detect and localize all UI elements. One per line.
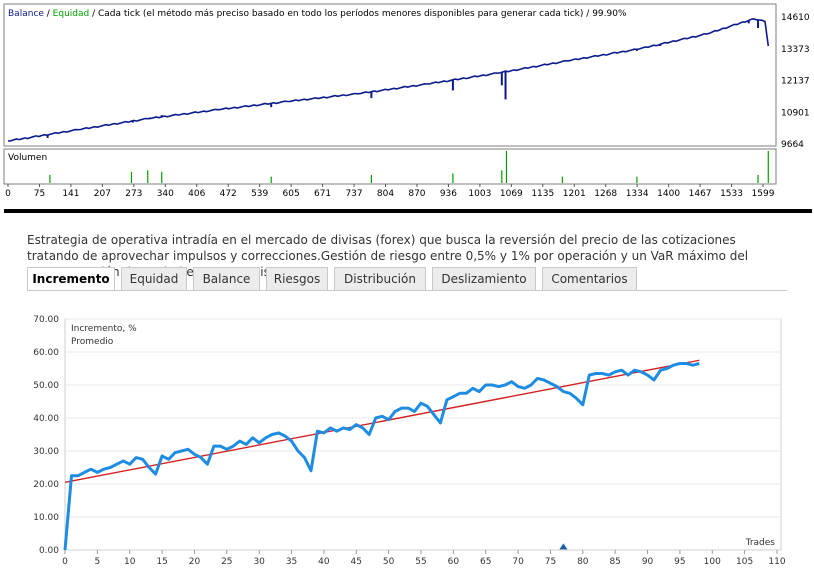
growth-x-tick-label: 60 bbox=[448, 557, 460, 567]
growth-x-tick-label: 50 bbox=[383, 557, 395, 567]
growth-x-tick-label: 30 bbox=[253, 557, 265, 567]
balance-y-tick-label: 14610 bbox=[781, 13, 810, 23]
growth-x-axis: 0 5 10 15 20 25 30 35 40 45 50 55 60 65 70 75 80 85 90 95 10… bbox=[62, 550, 786, 567]
growth-x-tick-label: 40 bbox=[318, 557, 330, 567]
bar-x-tick-label: 1533 bbox=[720, 189, 743, 199]
legend-balance: Balance bbox=[8, 9, 44, 19]
chart-tabs: Incremento Equidad Balance Riesgos Distr… bbox=[27, 267, 787, 291]
legend-quality: 99.90% bbox=[592, 9, 627, 19]
growth-x-tick-label: 75 bbox=[545, 557, 556, 567]
growth-x-axis-label: Trades bbox=[745, 538, 776, 548]
bar-x-tick-label: 936 bbox=[440, 189, 457, 199]
growth-x-tick-label: 110 bbox=[768, 557, 785, 567]
bar-x-tick-label: 340 bbox=[157, 189, 174, 199]
growth-y-axis: 0.00 10.00 20.00 30.00 40.00 50.00 60.00 70.00 bbox=[33, 315, 59, 556]
bar-x-tick-label: 1599 bbox=[752, 189, 775, 199]
growth-y-tick-label: 50.00 bbox=[33, 381, 59, 391]
bar-x-tick-label: 1003 bbox=[468, 189, 491, 199]
bar-x-axis: 0 75 141 207 273 340 406 472 539 605 671 737 804 870 9… bbox=[5, 184, 775, 199]
bar-x-tick-label: 1467 bbox=[689, 189, 712, 199]
growth-series bbox=[63, 359, 700, 551]
volume-label: Volumen bbox=[8, 153, 47, 163]
promedio-line bbox=[64, 359, 700, 484]
balance-line bbox=[7, 17, 770, 142]
bar-x-tick-label: 0 bbox=[5, 189, 11, 199]
growth-y-tick-label: 60.00 bbox=[33, 348, 59, 358]
tab-balance[interactable]: Balance bbox=[193, 267, 260, 290]
tab-distribucion[interactable]: Distribución bbox=[334, 267, 426, 290]
bar-x-tick-label: 273 bbox=[125, 189, 142, 199]
legend-model: Cada tick (el método más preciso basado … bbox=[98, 8, 583, 19]
bar-x-tick-label: 406 bbox=[188, 189, 205, 199]
growth-x-tick-label: 25 bbox=[221, 557, 232, 567]
tabs-baseline bbox=[27, 290, 787, 291]
bar-x-tick-label: 539 bbox=[251, 189, 268, 199]
balance-panel-frame bbox=[3, 3, 777, 147]
balance-y-tick-label: 10901 bbox=[781, 108, 810, 118]
growth-y-tick-label: 30.00 bbox=[33, 447, 59, 457]
growth-x-tick-label: 70 bbox=[512, 557, 524, 567]
bar-x-tick-label: 141 bbox=[62, 189, 79, 199]
growth-y-tick-label: 70.00 bbox=[33, 315, 59, 325]
legend-incremento: Incremento, % bbox=[71, 324, 137, 334]
growth-x-tick-label: 85 bbox=[609, 557, 620, 567]
growth-x-tick-label: 100 bbox=[704, 557, 721, 567]
growth-x-tick-label: 15 bbox=[156, 557, 167, 567]
bar-x-tick-label: 605 bbox=[283, 189, 300, 199]
tab-riesgos[interactable]: Riesgos bbox=[266, 267, 328, 290]
growth-x-tick-label: 20 bbox=[189, 557, 201, 567]
bar-x-tick-label: 870 bbox=[408, 189, 425, 199]
growth-x-tick-label: 65 bbox=[480, 557, 491, 567]
growth-plot-frame bbox=[64, 318, 782, 551]
growth-x-tick-label: 90 bbox=[642, 557, 654, 567]
growth-x-tick-label: 0 bbox=[62, 557, 68, 567]
growth-x-tick-label: 5 bbox=[94, 557, 100, 567]
growth-grid bbox=[65, 318, 781, 518]
growth-x-tick-label: 80 bbox=[577, 557, 589, 567]
bar-x-tick-label: 671 bbox=[314, 189, 331, 199]
tab-deslizamiento[interactable]: Deslizamiento bbox=[432, 267, 536, 290]
section-divider bbox=[4, 209, 812, 213]
trade-marker-icon bbox=[559, 543, 568, 550]
growth-y-tick-label: 40.00 bbox=[33, 414, 59, 424]
balance-series bbox=[7, 17, 770, 142]
bar-x-tick-label: 1069 bbox=[500, 189, 523, 199]
bar-x-tick-label: 207 bbox=[94, 189, 111, 199]
growth-x-tick-label: 55 bbox=[415, 557, 426, 567]
growth-chart: 0.0010.0020.0030.0040.0050.0060.0070.00 … bbox=[33, 315, 786, 567]
balance-y-tick-label: 12137 bbox=[781, 77, 810, 87]
legend-promedio: Promedio bbox=[71, 337, 114, 347]
tab-comentarios[interactable]: Comentarios bbox=[542, 267, 637, 290]
volume-series bbox=[49, 151, 769, 183]
bar-x-tick-label: 737 bbox=[345, 189, 362, 199]
bar-x-tick-label: 472 bbox=[220, 189, 237, 199]
bar-x-tick-label: 1334 bbox=[626, 189, 649, 199]
chart-legend: Balance / Equidad / Cada tick (el método… bbox=[8, 8, 627, 19]
growth-y-tick-label: 10.00 bbox=[33, 513, 59, 523]
growth-x-tick-label: 105 bbox=[736, 557, 753, 567]
bar-x-tick-label: 1201 bbox=[563, 189, 586, 199]
balance-y-tick-label: 9664 bbox=[781, 140, 804, 150]
volume-panel-frame bbox=[3, 148, 777, 185]
tab-equidad[interactable]: Equidad bbox=[121, 267, 187, 290]
balance-y-tick-label: 13373 bbox=[781, 45, 810, 55]
balance-y-axis: 14610 13373 12137 10901 9664 bbox=[781, 13, 810, 150]
strategy-tester-chart: Balance / Equidad / Cada tick (el método… bbox=[3, 3, 810, 199]
bar-x-tick-label: 1268 bbox=[594, 189, 617, 199]
growth-x-tick-label: 10 bbox=[124, 557, 136, 567]
bar-x-tick-label: 1135 bbox=[531, 189, 554, 199]
growth-y-tick-label: 20.00 bbox=[33, 480, 59, 490]
growth-x-tick-label: 95 bbox=[674, 557, 685, 567]
growth-x-tick-label: 35 bbox=[286, 557, 297, 567]
tab-incremento[interactable]: Incremento bbox=[27, 267, 115, 291]
growth-y-tick-label: 0.00 bbox=[39, 546, 59, 556]
incremento-line bbox=[63, 362, 700, 551]
legend-equity: Equidad bbox=[53, 9, 90, 19]
bar-x-tick-label: 804 bbox=[377, 189, 394, 199]
growth-x-tick-label: 45 bbox=[351, 557, 362, 567]
bar-x-tick-label: 1400 bbox=[657, 189, 680, 199]
bar-x-tick-label: 75 bbox=[34, 189, 45, 199]
